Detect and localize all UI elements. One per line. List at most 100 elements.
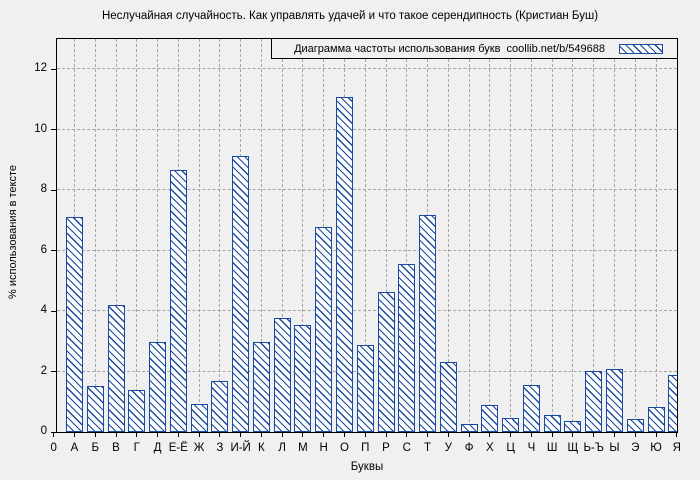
v-gridline [302, 39, 304, 432]
bar-С [398, 264, 416, 432]
x-tick [281, 433, 283, 437]
x-tick-label: П [361, 442, 370, 454]
bar-М [294, 325, 312, 432]
bar-Л [273, 318, 291, 432]
x-tick-label: Н [319, 442, 328, 454]
x-tick-label: С [402, 442, 411, 454]
x-tick [219, 433, 221, 437]
v-gridline [551, 39, 553, 432]
x-tick-label: Р [382, 442, 390, 454]
bar-Н [315, 227, 333, 432]
bar-В [107, 305, 125, 432]
x-tick-label: Э [631, 442, 640, 454]
bar-З [211, 381, 229, 432]
bar-У [439, 362, 457, 432]
v-gridline [219, 39, 221, 432]
x-tick-label: З [216, 442, 224, 454]
x-tick-label: У [444, 442, 452, 454]
bar-Г [128, 390, 146, 432]
x-tick [510, 433, 512, 437]
x-tick [551, 433, 553, 437]
bar-Б [86, 386, 104, 432]
bar-Ч [522, 385, 540, 432]
bar-А [65, 217, 83, 432]
chart-title: Неслучайная случайность. Как управлять у… [101, 10, 599, 22]
y-tick-label: 0 [40, 425, 47, 437]
v-gridline [198, 39, 200, 432]
x-tick [260, 433, 262, 437]
y-tick-label: 4 [40, 304, 47, 316]
x-tick [427, 433, 429, 437]
x-tick-label: М [298, 442, 308, 454]
bar-Ь-Ъ [585, 371, 603, 432]
y-tick-label: 2 [40, 364, 47, 377]
bar-Т [419, 215, 437, 432]
x-tick-label: Щ [567, 442, 579, 454]
x-tick-label: Ч [527, 442, 536, 454]
v-gridline [157, 39, 159, 432]
x-tick [406, 433, 408, 437]
v-gridline [468, 39, 470, 432]
x-tick-label: Л [278, 442, 286, 454]
x-tick-label: Я [672, 442, 681, 454]
x-tick [655, 433, 657, 437]
x-tick [447, 433, 449, 437]
h-gridline [57, 249, 677, 251]
y-tick [51, 310, 56, 312]
x-tick-label: В [112, 442, 120, 454]
v-gridline [593, 39, 595, 432]
v-gridline [94, 39, 96, 432]
x-tick-label: Д [153, 442, 162, 454]
h-gridline [57, 310, 677, 311]
x-tick-label: А [70, 442, 79, 454]
y-tick-label: 10 [34, 122, 47, 135]
bar-Ф [460, 424, 478, 432]
v-gridline [281, 39, 283, 432]
v-gridline [115, 39, 117, 432]
bar-Ж [190, 404, 208, 432]
x-tick [468, 433, 470, 437]
bar-П [356, 345, 374, 432]
x-tick [240, 433, 242, 437]
x-tick-label: 0 [50, 442, 57, 454]
x-tick [302, 433, 304, 437]
v-gridline [572, 39, 574, 432]
x-tick [530, 433, 532, 437]
x-tick-label: Ю [650, 442, 662, 454]
y-tick-label: 8 [40, 183, 47, 195]
v-gridline [530, 39, 532, 432]
bar-Х [481, 405, 499, 432]
x-tick [73, 433, 75, 437]
x-tick-label: Ф [464, 442, 474, 454]
x-tick [323, 433, 325, 437]
x-tick-label: Г [133, 442, 140, 454]
x-tick [489, 433, 491, 437]
plot-area: Диаграмма частоты использования букв coo… [56, 38, 678, 433]
x-tick [572, 433, 574, 437]
x-tick-label: О [339, 442, 349, 454]
x-tick [177, 433, 179, 437]
y-tick [51, 68, 56, 70]
v-gridline [385, 39, 387, 432]
x-tick [53, 433, 55, 437]
v-gridline [136, 39, 138, 432]
v-gridline [510, 39, 512, 432]
x-tick [676, 433, 678, 437]
x-tick [115, 433, 117, 437]
y-tick [51, 371, 56, 372]
v-gridline [260, 39, 262, 432]
y-tick [51, 129, 56, 130]
bar-Я [668, 375, 677, 432]
v-gridline [655, 39, 657, 432]
bar-Д [149, 342, 167, 432]
x-tick-label: Ы [609, 442, 620, 454]
bar-К [252, 342, 270, 432]
v-gridline [364, 39, 366, 432]
bar-Ш [543, 415, 561, 432]
legend-label: Диаграмма частоты использования букв coo… [294, 42, 605, 55]
bar-Ц [502, 418, 520, 432]
x-tick-label: Х [486, 442, 494, 454]
bar-Э [626, 419, 644, 432]
x-tick-label: И-Й [230, 442, 251, 454]
